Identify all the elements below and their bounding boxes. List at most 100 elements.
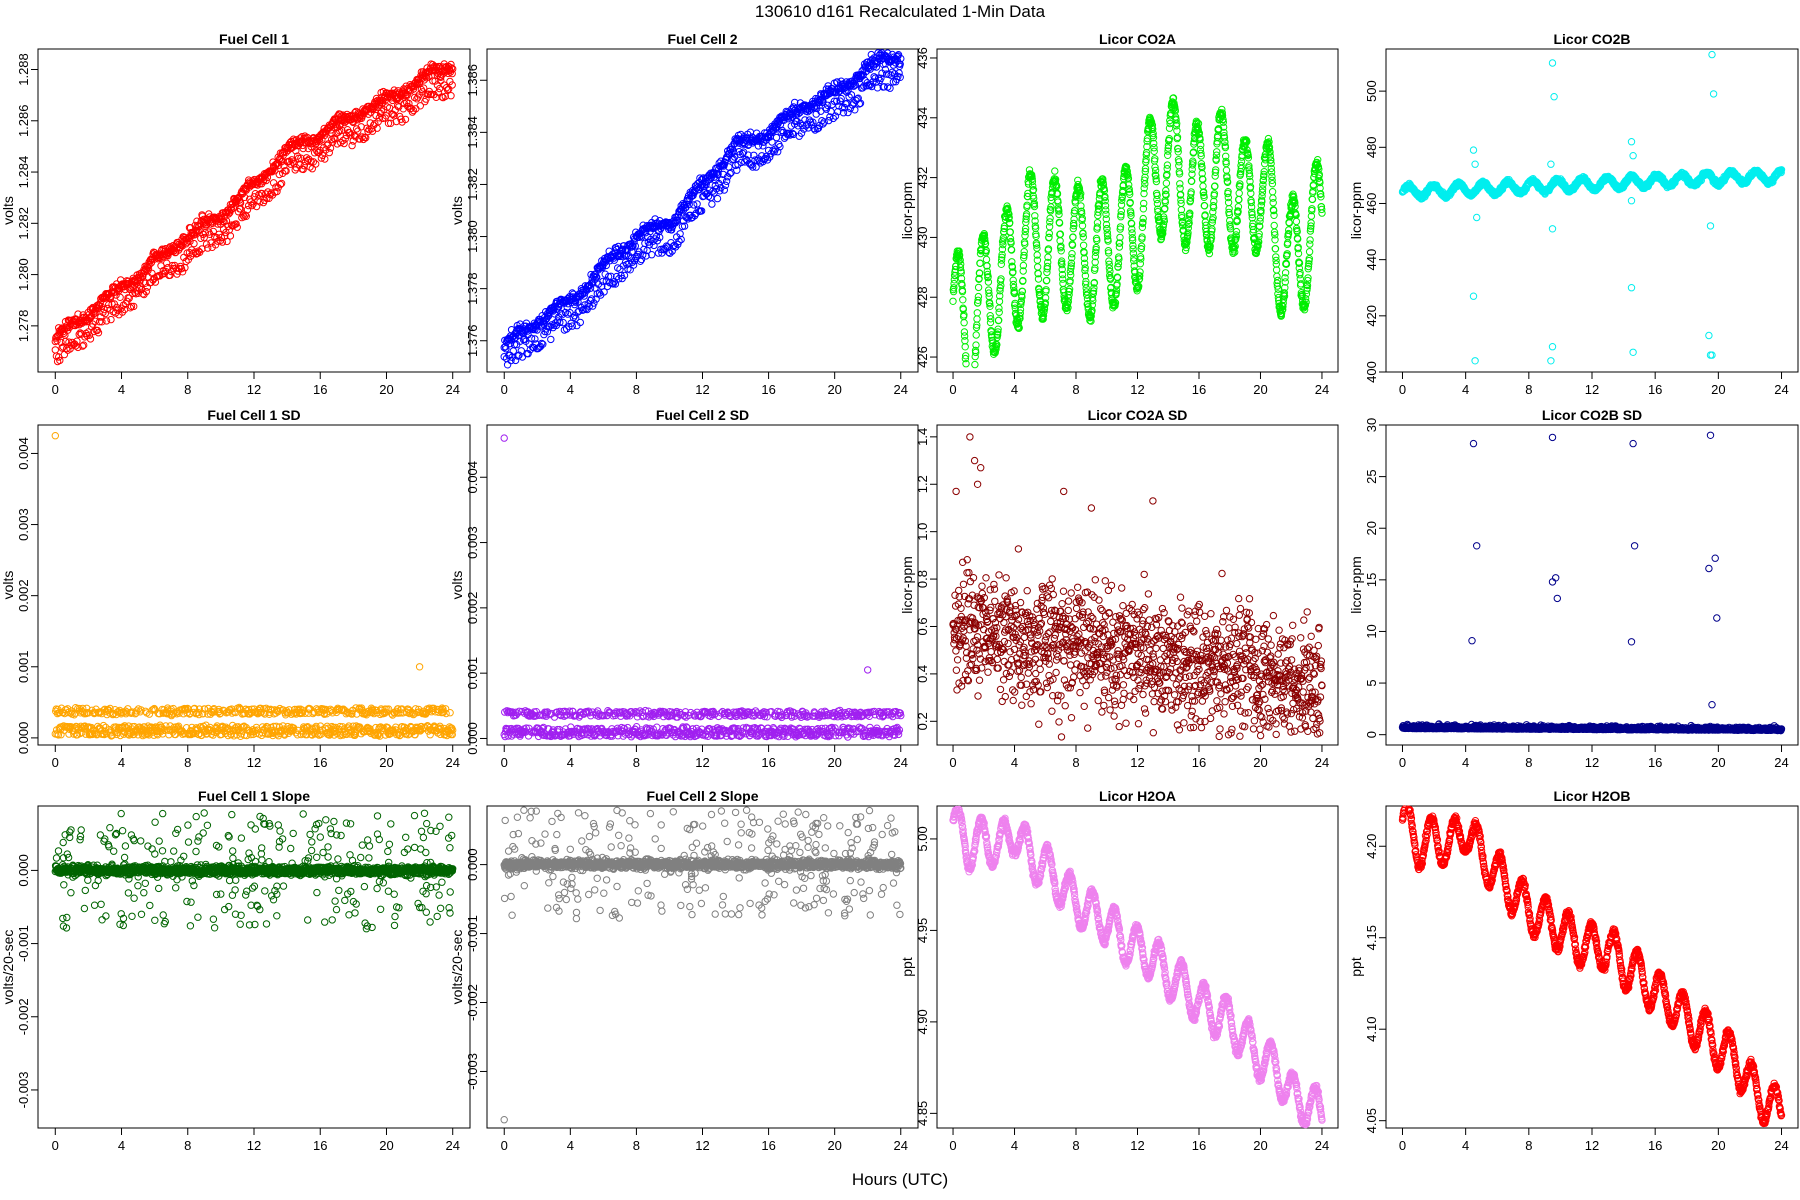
data-point	[102, 317, 111, 325]
y-tick-label: 1.382	[465, 168, 480, 201]
data-point	[337, 138, 345, 147]
data-point	[156, 272, 164, 280]
data-point	[1079, 241, 1088, 250]
data-point	[76, 329, 85, 337]
data-point	[341, 135, 349, 143]
y-tick-label: 400	[1364, 361, 1379, 383]
data-point	[1068, 250, 1076, 258]
y-tick-label: 1.284	[16, 156, 31, 189]
data-point	[239, 211, 247, 219]
data-point	[126, 304, 135, 312]
data-points	[51, 60, 457, 366]
y-tick-label: 440	[1364, 249, 1379, 271]
data-point	[308, 165, 316, 173]
data-point	[97, 294, 105, 303]
x-tick-label: 8	[1072, 382, 1079, 397]
y-axis-label: licor-ppm	[1348, 182, 1364, 240]
data-point	[190, 239, 198, 248]
x-tick-label: 24	[445, 382, 459, 397]
data-point	[1045, 229, 1054, 238]
data-point	[961, 343, 969, 351]
data-point	[1318, 209, 1326, 217]
x-tick-label: 0	[949, 382, 956, 397]
data-point	[198, 245, 206, 253]
data-point	[375, 114, 384, 122]
data-point	[1270, 221, 1278, 230]
data-point	[886, 84, 894, 92]
y-tick-label: 1.378	[465, 272, 480, 305]
panel-title: Fuel Cell 1	[219, 31, 289, 47]
data-point	[1020, 248, 1028, 256]
data-point	[200, 233, 208, 242]
data-point	[60, 350, 69, 359]
x-tick-label: 20	[827, 382, 841, 397]
y-tick-label: 1.288	[16, 53, 31, 86]
x-tick-label: 8	[184, 382, 191, 397]
data-point	[772, 133, 781, 142]
data-point	[973, 315, 981, 323]
y-tick-label: 426	[915, 346, 930, 368]
data-point	[197, 234, 205, 243]
data-point	[330, 134, 338, 142]
data-point	[78, 342, 87, 350]
data-point	[1471, 160, 1479, 168]
data-point	[57, 338, 65, 347]
data-point	[299, 144, 307, 153]
y-tick-label: 1.376	[465, 324, 480, 357]
data-point	[340, 139, 348, 148]
x-tick-label: 20	[1711, 382, 1725, 397]
x-tick-label: 12	[247, 382, 261, 397]
data-point	[277, 179, 286, 188]
panel-title: Licor CO2B	[1553, 31, 1630, 47]
data-point	[982, 255, 991, 264]
x-tick-label: 24	[1774, 382, 1788, 397]
y-tick-label: 1.380	[465, 220, 480, 253]
data-point	[971, 360, 979, 369]
figure-title: 130610 d161 Recalculated 1-Min Data	[755, 2, 1046, 21]
data-point	[130, 302, 138, 311]
data-point	[86, 335, 95, 343]
data-point	[1222, 166, 1231, 174]
data-point	[201, 229, 210, 237]
x-tick-label: 20	[1253, 382, 1267, 397]
data-point	[995, 316, 1003, 324]
data-point	[178, 268, 187, 276]
data-point	[282, 167, 290, 175]
data-point	[1070, 215, 1078, 224]
data-point	[236, 205, 245, 213]
panel-title: Licor CO2A	[1099, 31, 1176, 47]
x-tick-label: 4	[1011, 382, 1018, 397]
x-tick-label: 24	[1315, 382, 1329, 397]
data-point	[204, 244, 212, 252]
y-axis-label: volts	[449, 196, 465, 225]
data-point	[256, 198, 264, 206]
data-point	[1471, 357, 1479, 365]
data-point	[338, 126, 346, 135]
data-point	[995, 308, 1003, 316]
data-point	[1059, 279, 1067, 288]
data-point	[1469, 146, 1478, 154]
data-point	[1308, 195, 1317, 204]
data-point	[1176, 184, 1184, 193]
data-point	[211, 241, 220, 249]
data-point	[1292, 217, 1301, 226]
y-tick-label: 1.384	[465, 116, 480, 149]
data-point	[1469, 292, 1478, 300]
data-point	[1305, 248, 1314, 256]
data-point	[296, 134, 304, 142]
data-point	[362, 134, 370, 142]
data-point	[202, 240, 211, 248]
y-tick-label: 500	[1364, 80, 1379, 102]
data-point	[1269, 199, 1277, 207]
x-tick-label: 24	[894, 382, 908, 397]
data-point	[1006, 228, 1014, 236]
data-point	[269, 179, 278, 187]
x-tick-label: 4	[118, 382, 125, 397]
data-point	[127, 302, 136, 311]
data-point	[713, 194, 722, 203]
data-point	[309, 158, 318, 166]
